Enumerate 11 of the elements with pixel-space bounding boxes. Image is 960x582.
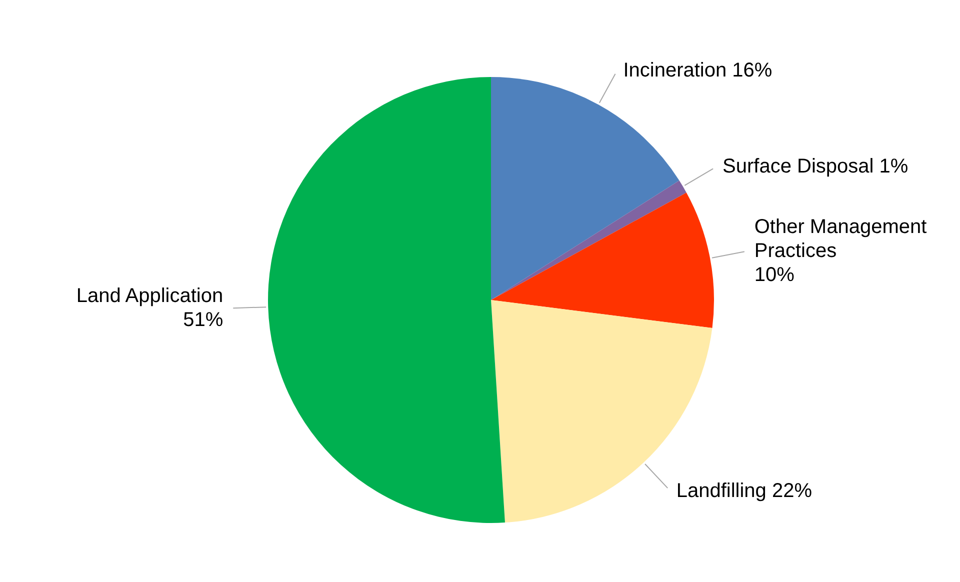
slice-label: Other Management Practices <box>754 216 928 262</box>
pie-slice <box>491 77 680 300</box>
pie-slice <box>491 192 714 328</box>
slice-label: Land Application <box>76 285 224 308</box>
slice-label: Landfilling 22% <box>676 480 812 502</box>
slice-label: Surface Disposal 1% <box>722 156 908 178</box>
data-label: 10% <box>754 264 795 286</box>
pie-slice <box>491 180 686 300</box>
slice-label: Incineration 16% <box>623 59 772 82</box>
data-label: 51% <box>183 309 224 332</box>
pie-slice <box>268 77 505 523</box>
